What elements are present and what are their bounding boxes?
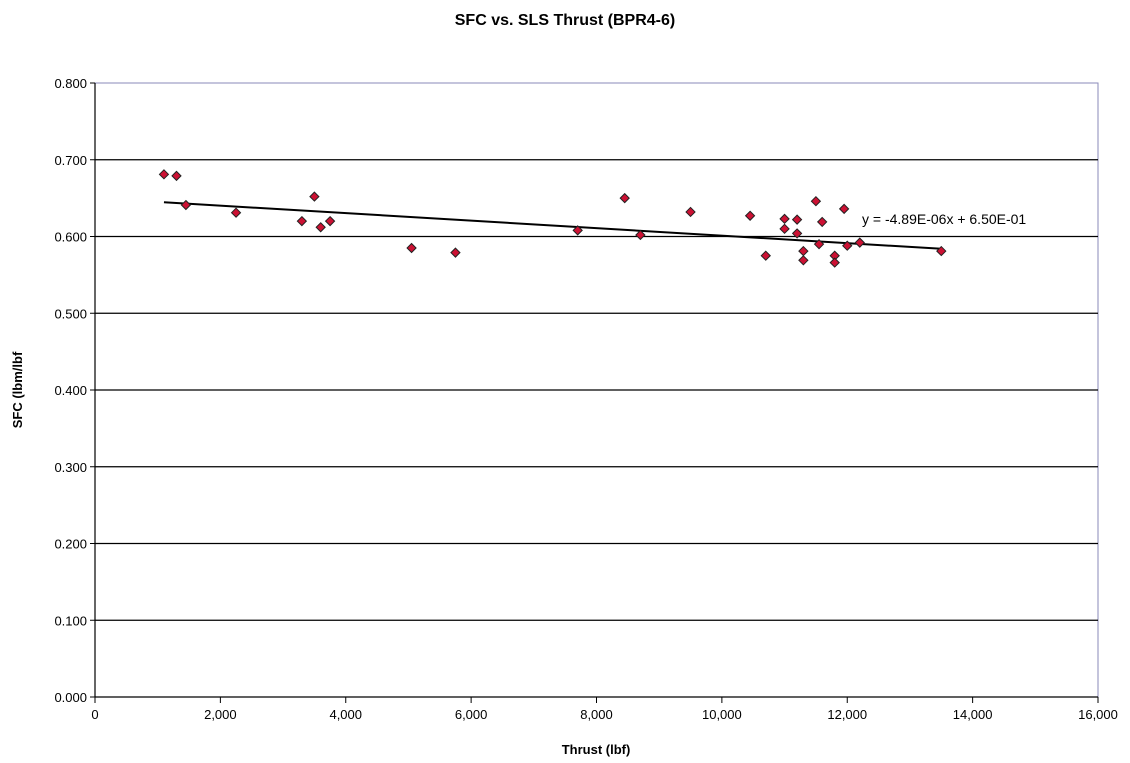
data-point: [406, 242, 417, 254]
y-tick-label: 0.000: [54, 690, 87, 705]
x-tick-label: 10,000: [702, 707, 742, 722]
data-point: [842, 240, 853, 251]
data-point: [230, 207, 242, 218]
x-tick-label: 12,000: [827, 707, 867, 722]
data-point: [619, 192, 630, 204]
y-tick-label: 0.500: [54, 306, 87, 321]
y-axis-title: SFC (lbm/lbf: [10, 351, 25, 428]
y-tick-label: 0.200: [54, 537, 87, 552]
data-point: [760, 250, 771, 261]
data-point: [791, 214, 803, 225]
data-point: [798, 255, 809, 266]
trendline-equation: y = -4.89E-06x + 6.50E-01: [862, 211, 1026, 227]
data-point: [315, 222, 326, 233]
data-point: [798, 245, 809, 257]
chart-title: SFC vs. SLS Thrust (BPR4-6): [455, 12, 675, 29]
x-tick-label: 6,000: [455, 707, 488, 722]
y-tick-label: 0.700: [54, 153, 87, 168]
data-point: [450, 247, 461, 258]
x-tick-label: 0: [91, 707, 98, 722]
x-axis-title: Thrust (lbf): [562, 742, 631, 757]
data-point: [936, 245, 947, 257]
data-point: [296, 215, 308, 227]
y-tick-label: 0.400: [54, 383, 87, 398]
data-point: [309, 191, 320, 202]
x-tick-label: 14,000: [953, 707, 993, 722]
y-tick-label: 0.300: [54, 460, 87, 475]
data-point: [810, 195, 822, 207]
y-tick-label: 0.800: [54, 76, 87, 91]
data-point: [635, 229, 646, 241]
y-tick-label: 0.600: [54, 230, 87, 245]
x-tick-label: 4,000: [329, 707, 362, 722]
data-point: [171, 170, 182, 182]
x-tick-label: 8,000: [580, 707, 613, 722]
data-point: [180, 199, 192, 211]
y-tick-label: 0.100: [54, 613, 87, 628]
data-point: [829, 257, 840, 268]
data-point: [779, 223, 790, 235]
x-tick-label: 2,000: [204, 707, 237, 722]
data-point: [324, 215, 336, 227]
data-point: [838, 203, 850, 215]
data-point: [779, 213, 790, 225]
data-point: [791, 228, 803, 239]
trendline: [163, 201, 942, 250]
x-tick-label: 16,000: [1078, 707, 1118, 722]
plot-area: 0.000 0.100 0.200 0.300 0.400 0.500 0.600 0.700…: [54, 76, 1117, 722]
data-point: [854, 237, 865, 248]
data-point: [816, 216, 828, 228]
data-point: [158, 169, 170, 180]
data-point: [685, 206, 696, 218]
data-point: [744, 210, 756, 221]
data-point: [813, 238, 825, 250]
data-point: [572, 225, 583, 236]
